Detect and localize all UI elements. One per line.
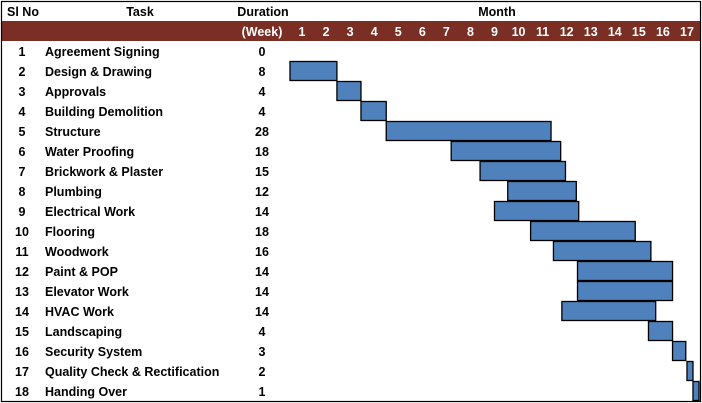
- row-sl-1: 1: [19, 45, 26, 59]
- task-name-10: Flooring: [45, 225, 95, 239]
- row-sl-15: 15: [15, 325, 29, 339]
- gantt-bar-4: [360, 100, 387, 122]
- task-duration-10: 18: [255, 225, 269, 239]
- task-name-6: Water Proofing: [45, 145, 134, 159]
- task-duration-12: 14: [255, 265, 269, 279]
- task-duration-17: 2: [259, 365, 266, 379]
- month-tick-5: 5: [395, 25, 402, 39]
- task-name-7: Brickwork & Plaster: [45, 165, 163, 179]
- gantt-bar-15: [647, 320, 674, 342]
- task-duration-11: 16: [255, 245, 269, 259]
- row-sl-7: 7: [19, 165, 26, 179]
- month-tick-9: 9: [491, 25, 498, 39]
- month-tick-1: 1: [299, 25, 306, 39]
- task-name-4: Building Demolition: [45, 105, 163, 119]
- row-sl-16: 16: [15, 345, 29, 359]
- month-tick-15: 15: [632, 25, 646, 39]
- task-duration-2: 8: [259, 65, 266, 79]
- month-tick-6: 6: [419, 25, 426, 39]
- task-name-16: Security System: [45, 345, 142, 359]
- task-name-2: Design & Drawing: [45, 65, 152, 79]
- task-duration-6: 18: [255, 145, 269, 159]
- task-name-18: Handing Over: [45, 385, 127, 399]
- row-sl-5: 5: [19, 125, 26, 139]
- task-name-14: HVAC Work: [45, 305, 114, 319]
- gantt-bar-17: [686, 360, 694, 382]
- month-tick-12: 12: [560, 25, 574, 39]
- gantt-bar-5: [385, 120, 552, 142]
- gantt-bar-10: [529, 220, 636, 242]
- header-sl-no: Sl No: [7, 5, 39, 19]
- header-task: Task: [126, 5, 154, 19]
- row-sl-10: 10: [15, 225, 29, 239]
- month-tick-10: 10: [512, 25, 526, 39]
- month-tick-13: 13: [584, 25, 598, 39]
- row-sl-11: 11: [15, 245, 28, 259]
- gantt-bar-6: [450, 140, 562, 162]
- task-duration-16: 3: [259, 345, 266, 359]
- task-duration-5: 28: [255, 125, 269, 139]
- row-sl-6: 6: [19, 145, 26, 159]
- gantt-bar-12: [576, 260, 674, 282]
- task-name-11: Woodwork: [45, 245, 109, 259]
- gantt-bar-9: [493, 200, 580, 222]
- month-tick-4: 4: [371, 25, 378, 39]
- row-sl-14: 14: [15, 305, 29, 319]
- task-duration-4: 4: [259, 105, 266, 119]
- task-name-3: Approvals: [45, 85, 106, 99]
- duration-unit-label: (Week): [242, 25, 283, 39]
- gantt-bar-2: [289, 60, 338, 82]
- row-sl-4: 4: [19, 105, 26, 119]
- gantt-bar-16: [671, 340, 687, 362]
- row-sl-13: 13: [15, 285, 29, 299]
- month-tick-17: 17: [680, 25, 694, 39]
- month-tick-2: 2: [323, 25, 330, 39]
- task-name-1: Agreement Signing: [45, 45, 160, 59]
- row-sl-18: 18: [15, 385, 29, 399]
- task-name-15: Landscaping: [45, 325, 122, 339]
- task-name-17: Quality Check & Rectification: [45, 365, 219, 379]
- task-duration-8: 12: [255, 185, 269, 199]
- task-duration-7: 15: [255, 165, 269, 179]
- gantt-bar-3: [336, 80, 362, 102]
- gantt-bar-18: [692, 380, 700, 402]
- gantt-bar-7: [479, 160, 567, 182]
- task-name-5: Structure: [45, 125, 101, 139]
- gantt-bar-8: [507, 180, 577, 202]
- month-tick-8: 8: [467, 25, 474, 39]
- row-sl-17: 17: [15, 365, 29, 379]
- month-tick-14: 14: [608, 25, 622, 39]
- gantt-bar-13: [576, 280, 674, 302]
- header-month: Month: [478, 5, 516, 19]
- task-name-12: Paint & POP: [45, 265, 118, 279]
- gantt-bar-14: [561, 300, 657, 322]
- task-name-13: Elevator Work: [45, 285, 129, 299]
- header-duration: Duration: [237, 5, 289, 19]
- task-name-9: Electrical Work: [45, 205, 135, 219]
- task-duration-13: 14: [255, 285, 269, 299]
- task-duration-18: 1: [259, 385, 266, 399]
- row-sl-2: 2: [19, 65, 26, 79]
- gantt-bar-11: [552, 240, 652, 262]
- row-sl-12: 12: [15, 265, 29, 279]
- month-tick-11: 11: [536, 25, 549, 39]
- month-tick-3: 3: [347, 25, 354, 39]
- task-duration-9: 14: [255, 205, 269, 219]
- task-duration-1: 0: [259, 45, 266, 59]
- task-duration-15: 4: [259, 325, 266, 339]
- row-sl-3: 3: [19, 85, 26, 99]
- header-band: [2, 21, 700, 41]
- task-name-8: Plumbing: [45, 185, 102, 199]
- month-tick-7: 7: [443, 25, 450, 39]
- row-sl-8: 8: [19, 185, 26, 199]
- month-tick-16: 16: [656, 25, 670, 39]
- row-sl-9: 9: [19, 205, 26, 219]
- task-duration-3: 4: [259, 85, 266, 99]
- task-duration-14: 14: [255, 305, 269, 319]
